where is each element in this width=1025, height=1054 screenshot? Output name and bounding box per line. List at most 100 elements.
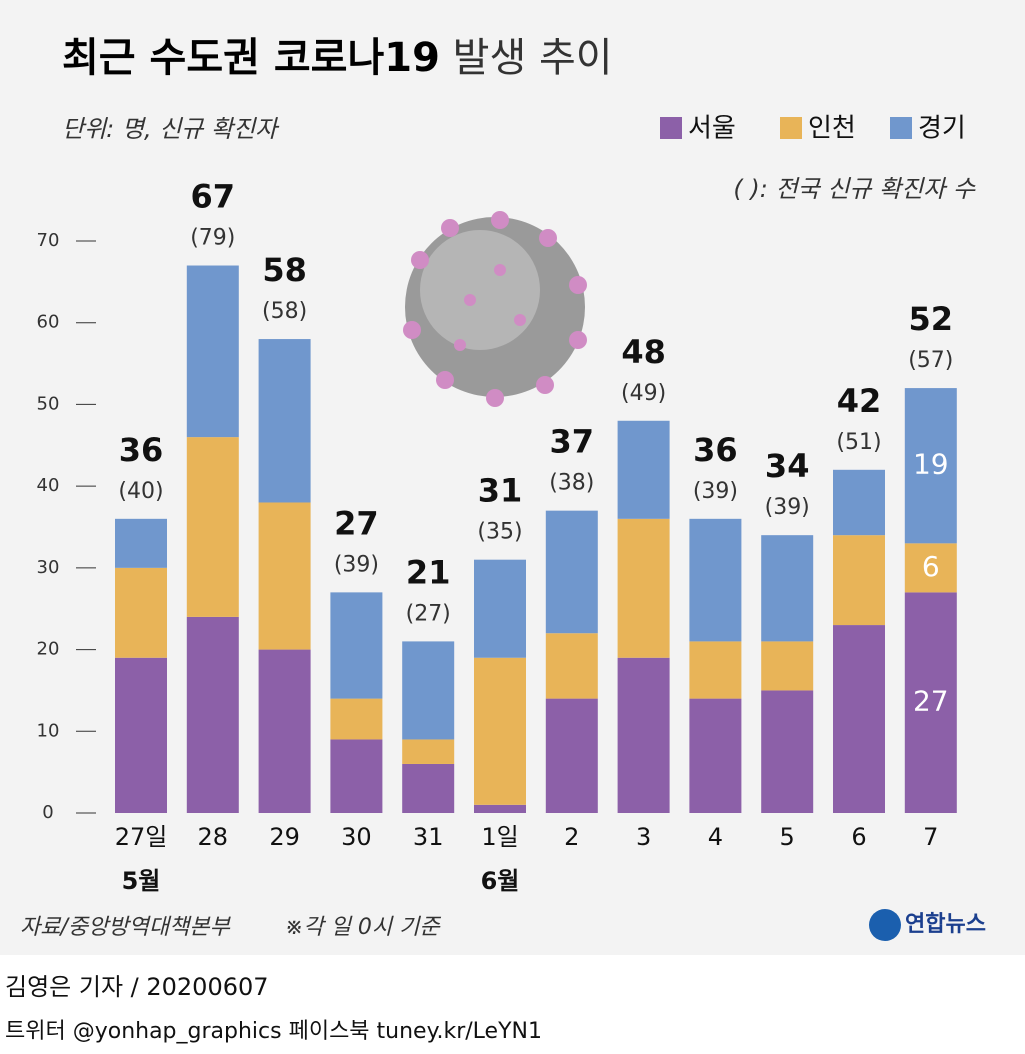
bar-segment (545, 698, 598, 813)
legend-label: 서울 (688, 114, 736, 144)
x-tick-label: 6 (851, 823, 866, 851)
total-label: 48 (621, 333, 666, 371)
month-label: 6월 (481, 867, 520, 895)
total-label: 27 (334, 504, 379, 542)
bar-segment (474, 657, 526, 805)
x-tick-label: 7 (923, 823, 938, 851)
bar-segment (545, 510, 598, 634)
bar-segment (330, 698, 383, 740)
x-tick-label: 1일 (481, 823, 518, 851)
bar-segment (186, 616, 239, 813)
bar-segment (330, 592, 383, 699)
legend-swatch (780, 117, 802, 139)
credit-background (0, 955, 1025, 1050)
national-label: (39) (765, 495, 810, 520)
bar-segment (904, 388, 957, 544)
y-tick-label: 50 (37, 393, 60, 414)
x-tick-label: 3 (636, 823, 651, 851)
x-tick-label: 31 (413, 823, 444, 851)
bar-segment (115, 567, 167, 658)
national-label: (40) (118, 479, 163, 504)
total-label: 67 (191, 178, 236, 216)
national-label: (38) (549, 471, 594, 496)
logo: 연합뉴스 (905, 911, 986, 937)
virus-illustration (403, 211, 587, 407)
legend-swatch (890, 117, 912, 139)
bar-segment (904, 592, 957, 813)
bar-segment (186, 265, 239, 438)
y-tick-label: 60 (37, 312, 60, 333)
y-tick-label: 30 (37, 557, 60, 578)
x-tick-label: 4 (708, 823, 723, 851)
total-label: 37 (550, 423, 595, 461)
bar-segment (689, 641, 742, 699)
bar-segment (402, 739, 455, 764)
national-label: (79) (190, 226, 235, 251)
byline: 김영은 기자 / 20200607 (5, 973, 269, 1001)
segment-label: 27 (913, 685, 949, 718)
x-tick-label: 2 (564, 823, 579, 851)
segment-label: 19 (913, 448, 949, 481)
national-label: (39) (334, 552, 379, 577)
legend-label: 경기 (918, 114, 966, 144)
national-label: (27) (406, 601, 451, 626)
unit-note: 단위: 명, 신규 확진자 (62, 115, 280, 143)
bar-segment (617, 420, 670, 519)
bar-segment (761, 690, 814, 813)
total-label: 21 (406, 553, 451, 591)
bar-segment (258, 502, 311, 650)
y-tick-label: 70 (37, 230, 60, 251)
logo-icon (869, 909, 901, 941)
segment-label: 6 (922, 550, 940, 583)
x-tick-label: 30 (341, 823, 372, 851)
paren-note: ( ): 전국 신규 확진자 수 (733, 175, 976, 203)
bar-segment (115, 657, 167, 813)
x-tick-label: 28 (198, 823, 229, 851)
total-label: 34 (765, 447, 810, 485)
total-label: 42 (837, 382, 882, 420)
bar-segment (258, 649, 311, 813)
social: 트위터 @yonhap_graphics 페이스북 tuney.kr/LeYN1 (5, 1019, 542, 1044)
month-label: 5월 (122, 867, 161, 895)
y-tick-label: 0 (42, 802, 53, 823)
total-label: 36 (693, 431, 738, 469)
basis-note: ※각 일 0시 기준 (285, 915, 441, 940)
legend-label: 인천 (808, 114, 856, 144)
bar-segment (689, 698, 742, 813)
total-label: 31 (478, 472, 523, 510)
bar-segment (833, 469, 885, 536)
bar-segment (474, 804, 526, 813)
bar-segment (689, 518, 742, 642)
bar-segment (474, 559, 526, 658)
x-tick-label: 27일 (115, 823, 168, 851)
national-label: (51) (836, 430, 881, 455)
x-tick-label: 29 (269, 823, 300, 851)
bar-segment (617, 657, 670, 813)
bar-segment (258, 339, 311, 503)
bar-segment (402, 641, 455, 740)
bar-segment (617, 518, 670, 658)
national-label: (57) (908, 348, 953, 373)
chart-title: 최근 수도권 코로나19 발생 추이 (62, 35, 613, 81)
bar-segment (115, 518, 167, 568)
legend-swatch (660, 117, 682, 139)
national-label: (39) (693, 479, 738, 504)
total-label: 52 (909, 300, 954, 338)
bar-segment (833, 535, 885, 626)
bar-segment (402, 763, 455, 813)
bar-segment (330, 739, 383, 813)
bar-segment (761, 641, 814, 691)
x-tick-label: 5 (780, 823, 795, 851)
bar-segment (904, 543, 957, 593)
y-tick-label: 40 (37, 475, 60, 496)
national-label: (58) (262, 299, 307, 324)
bar-segment (545, 633, 598, 699)
national-label: (49) (621, 381, 666, 406)
y-tick-label: 20 (37, 639, 60, 660)
total-label: 36 (119, 431, 164, 469)
y-tick-label: 10 (37, 720, 60, 741)
bar-segment (833, 625, 885, 813)
bar-segment (186, 437, 239, 617)
total-label: 58 (262, 251, 307, 289)
